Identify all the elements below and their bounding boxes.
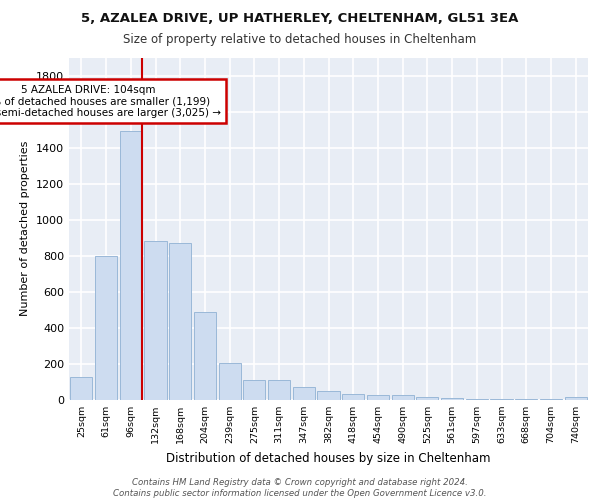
Bar [317, 391, 340, 400]
Bar [119, 132, 142, 400]
Bar [95, 256, 117, 400]
Text: 5, AZALEA DRIVE, UP HATHERLEY, CHELTENHAM, GL51 3EA: 5, AZALEA DRIVE, UP HATHERLEY, CHELTENHA… [82, 12, 518, 26]
Bar [169, 243, 191, 400]
Bar [490, 399, 512, 400]
Bar [70, 376, 92, 400]
Bar [540, 399, 562, 400]
Bar [416, 398, 439, 400]
Bar [145, 242, 167, 400]
Text: Contains HM Land Registry data © Crown copyright and database right 2024.
Contai: Contains HM Land Registry data © Crown c… [113, 478, 487, 498]
Bar [194, 312, 216, 400]
X-axis label: Distribution of detached houses by size in Cheltenham: Distribution of detached houses by size … [166, 452, 491, 464]
Bar [342, 394, 364, 400]
Text: 5 AZALEA DRIVE: 104sqm
← 28% of detached houses are smaller (1,199)
71% of semi-: 5 AZALEA DRIVE: 104sqm ← 28% of detached… [0, 84, 221, 117]
Bar [268, 380, 290, 400]
Bar [392, 396, 414, 400]
Bar [565, 398, 587, 400]
Bar [293, 388, 315, 400]
Text: Size of property relative to detached houses in Cheltenham: Size of property relative to detached ho… [124, 32, 476, 46]
Bar [218, 363, 241, 400]
Bar [441, 398, 463, 400]
Y-axis label: Number of detached properties: Number of detached properties [20, 141, 31, 316]
Bar [466, 398, 488, 400]
Bar [367, 394, 389, 400]
Bar [243, 380, 265, 400]
Bar [515, 399, 538, 400]
